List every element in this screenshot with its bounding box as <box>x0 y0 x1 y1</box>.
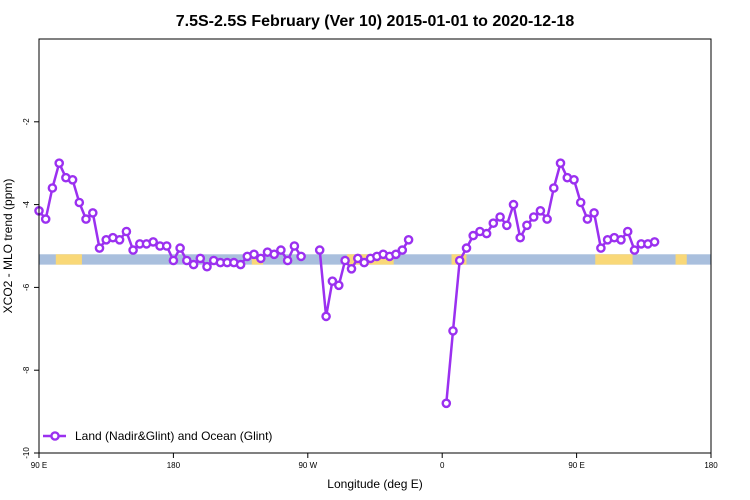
data-point <box>40 214 51 224</box>
data-point <box>121 226 132 237</box>
data-point <box>441 398 452 409</box>
data-point <box>188 259 199 270</box>
x-tick-label: 180 <box>167 461 181 470</box>
data-point <box>94 243 105 253</box>
data-point <box>481 228 492 239</box>
y-tick-label: -10 <box>22 447 31 459</box>
series-line <box>38 161 303 268</box>
data-point <box>522 220 532 231</box>
y-axis-title: XCO2 - MLO trend (ppm) <box>1 179 15 314</box>
data-point <box>346 263 357 274</box>
data-point <box>616 234 626 245</box>
data-point <box>391 249 401 260</box>
data-point <box>276 245 286 255</box>
land-band <box>675 254 687 265</box>
y-tick-label: -8 <box>22 366 31 374</box>
data-point <box>622 226 633 237</box>
data-point <box>235 259 246 270</box>
data-point <box>454 255 465 266</box>
x-tick-label: 90 W <box>298 461 317 470</box>
data-point <box>47 183 58 193</box>
data-point <box>555 158 566 168</box>
x-axis: 90 E 180 90 W 0 90 E 180 <box>31 453 718 470</box>
y-tick-label: -2 <box>22 118 31 126</box>
data-point <box>575 197 586 208</box>
data-point <box>81 214 91 224</box>
x-tick-label: 0 <box>440 461 445 470</box>
data-point <box>148 237 158 247</box>
data-point <box>403 234 414 245</box>
data-point <box>528 212 539 222</box>
x-axis-title: Longitude (deg E) <box>327 477 422 491</box>
data-point <box>202 261 212 272</box>
data-point <box>74 197 85 208</box>
data-point <box>255 253 266 264</box>
data-point <box>314 245 325 255</box>
data-point <box>161 241 172 251</box>
data-point <box>321 311 331 322</box>
data-point <box>54 158 65 168</box>
data-point <box>569 174 579 185</box>
data-point <box>589 208 599 218</box>
data-point <box>282 255 293 266</box>
data-point <box>488 218 499 228</box>
data-point <box>67 174 78 185</box>
data-point <box>333 280 344 291</box>
data-point <box>327 276 338 287</box>
data-point <box>168 255 179 266</box>
land-band <box>595 254 633 265</box>
x-tick-label: 180 <box>704 461 718 470</box>
land-band <box>55 254 82 265</box>
data-point <box>448 326 458 336</box>
data-point <box>296 251 306 262</box>
legend-swatch-marker <box>50 431 60 441</box>
data-point <box>88 208 98 218</box>
x-tick-label: 90 E <box>31 461 47 470</box>
series-layer <box>34 158 660 409</box>
data-point <box>649 237 660 247</box>
data-point <box>515 232 526 243</box>
data-point <box>114 234 125 245</box>
data-point <box>549 183 559 193</box>
data-point <box>289 241 300 251</box>
data-point <box>181 255 192 266</box>
data-point <box>535 205 546 216</box>
legend: Land (Nadir&Glint) and Ocean (Glint) <box>43 429 272 443</box>
data-point <box>461 243 472 253</box>
data-point <box>195 253 206 264</box>
y-tick-label: -6 <box>22 283 31 291</box>
plot-frame <box>38 38 712 454</box>
legend-label: Land (Nadir&Glint) and Ocean (Glint) <box>75 429 272 443</box>
y-tick-label: -4 <box>22 200 31 208</box>
y-axis: -10 -8 -6 -4 -2 <box>22 118 39 459</box>
data-point <box>359 257 370 268</box>
data-point <box>175 243 185 253</box>
data-point <box>269 249 280 260</box>
series-line <box>445 161 655 404</box>
data-point <box>128 245 138 255</box>
data-point <box>501 220 512 231</box>
data-point <box>352 253 363 264</box>
chart-title: 7.5S-2.5S February (Ver 10) 2015-01-01 t… <box>176 13 575 30</box>
data-point <box>596 243 606 253</box>
data-point <box>582 214 593 224</box>
data-point <box>629 245 640 255</box>
data-point <box>495 212 505 222</box>
data-point <box>508 199 519 210</box>
data-point <box>249 249 259 260</box>
data-point <box>340 255 350 266</box>
data-point <box>397 245 408 255</box>
x-tick-label: 90 E <box>568 461 584 470</box>
data-point <box>542 214 552 224</box>
data-point <box>468 230 479 241</box>
